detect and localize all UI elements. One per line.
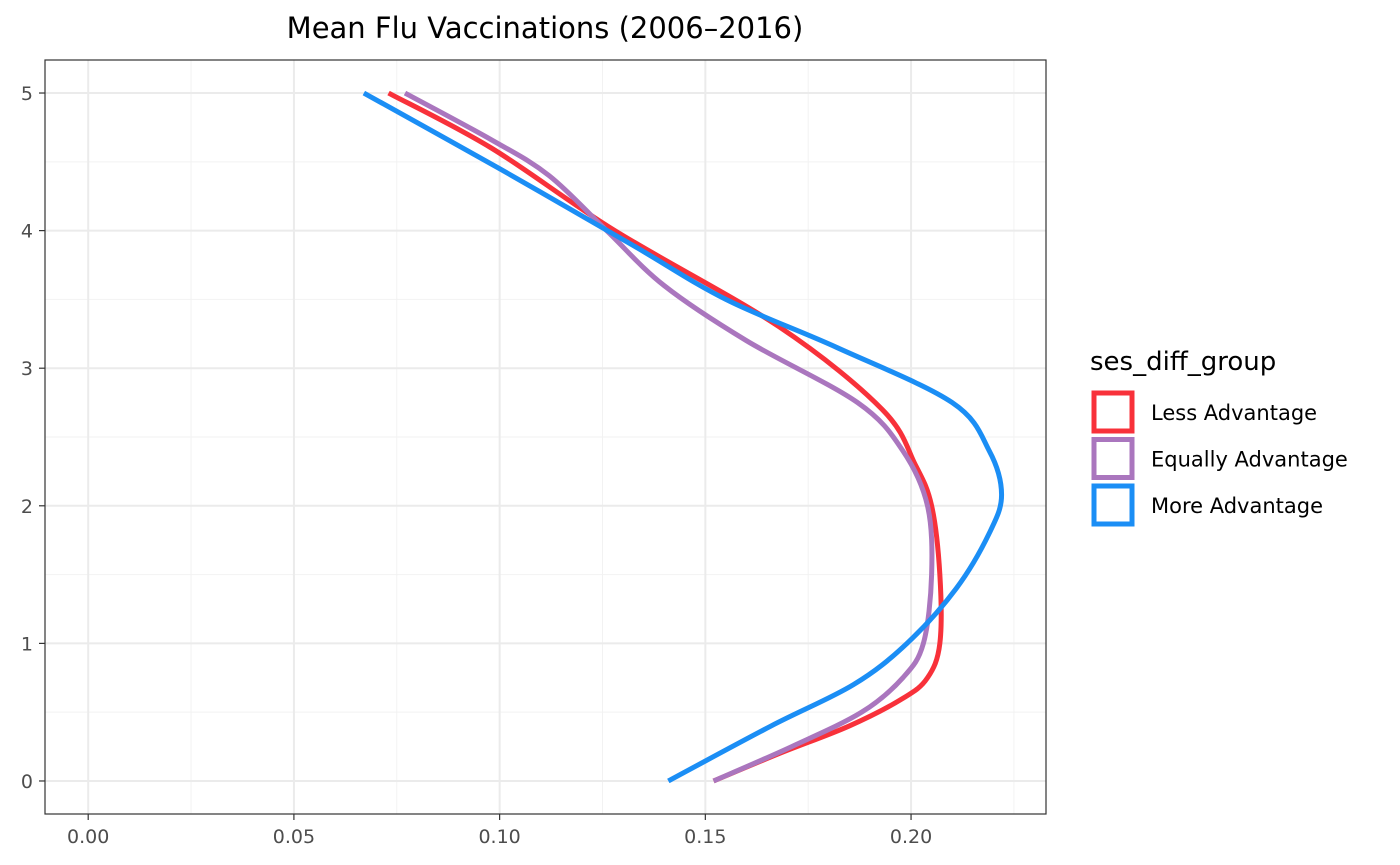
legend-title: ses_diff_group — [1090, 347, 1276, 377]
series-lines — [362, 90, 1005, 784]
legend-key-equally-advantage — [1091, 437, 1135, 480]
x-tick-label: 0.20 — [890, 826, 932, 848]
grid-minor — [45, 60, 1046, 814]
legend-items: Less Advantage Equally Advantage More Adva… — [1091, 390, 1348, 527]
x-tick-label: 0.00 — [67, 826, 109, 848]
legend: ses_diff_group Less Advantage Equally Adv… — [1090, 347, 1348, 527]
legend-key-less-advantage — [1091, 390, 1135, 434]
chart-title: Mean Flu Vaccinations (2006–2016) — [287, 11, 804, 45]
legend-label: More Advantage — [1151, 494, 1323, 518]
y-tick-label: 3 — [21, 358, 33, 380]
x-tick-label: 0.05 — [273, 826, 315, 848]
y-tick-label: 1 — [21, 633, 33, 655]
y-axis: 0 1 2 3 4 5 — [21, 83, 45, 793]
y-tick-label: 0 — [21, 771, 33, 793]
y-tick-label: 4 — [21, 221, 33, 243]
y-tick-label: 5 — [21, 83, 33, 105]
legend-label: Equally Advantage — [1151, 448, 1348, 472]
x-tick-label: 0.15 — [684, 826, 726, 848]
series-line-equally-advantage — [403, 90, 935, 784]
series-line-more-advantage — [362, 90, 1005, 784]
plot-border — [44, 59, 1047, 815]
plot-area — [44, 59, 1047, 815]
legend-key-more-advantage — [1091, 483, 1135, 527]
legend-label: Less Advantage — [1151, 401, 1317, 425]
x-tick-label: 0.10 — [478, 826, 520, 848]
x-axis: 0.00 0.05 0.10 0.15 0.20 — [67, 814, 932, 848]
y-tick-label: 2 — [21, 496, 33, 518]
